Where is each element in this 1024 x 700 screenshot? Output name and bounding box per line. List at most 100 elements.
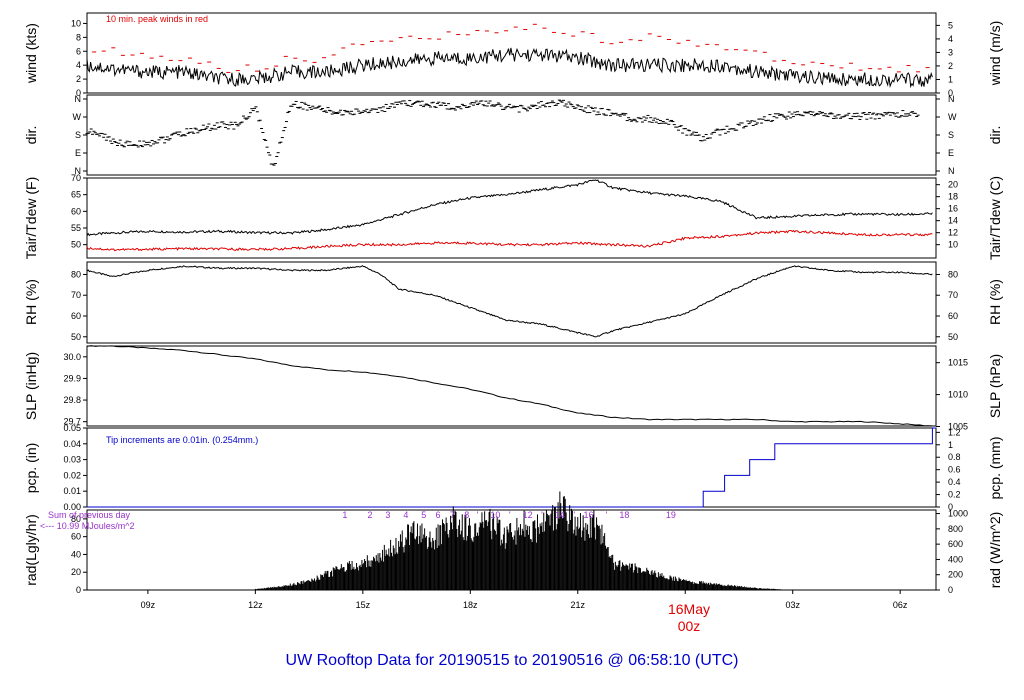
wind-left-tick-label: 6 <box>76 46 81 56</box>
rad-left-tick-label: 80 <box>71 514 81 524</box>
rad-bars <box>254 491 793 590</box>
pcp-left-tick-label: 0.05 <box>63 423 81 433</box>
wind-left-tick-label: 2 <box>76 74 81 84</box>
dir-left-tick-label: S <box>75 130 81 140</box>
pcp-series-pcp <box>87 427 936 508</box>
rh-left-label: RH (%) <box>23 279 39 325</box>
rad-right-tick-label: 0 <box>948 585 953 595</box>
dir-right-tick-label: S <box>948 130 954 140</box>
panel-frames <box>86 12 937 591</box>
pcp-left-tick-label: 0.04 <box>63 439 81 449</box>
wind-left-tick-label: 0 <box>76 88 81 98</box>
temp-left-tick-label: 50 <box>71 240 81 250</box>
wind-series-wind <box>86 47 933 89</box>
x-tick-label: 15z <box>356 600 371 610</box>
temp-right-tick-label: 10 <box>948 240 958 250</box>
slp-right-tick-label: 1005 <box>948 422 968 432</box>
slp-left-tick-label: 29.9 <box>63 373 81 383</box>
rad-hour-marker: 12 <box>523 510 533 520</box>
rh-right-tick-label: 70 <box>948 290 958 300</box>
dir-right-tick-label: N <box>948 166 955 176</box>
slp-right-tick-label: 1010 <box>948 390 968 400</box>
rad-hour-marker: ' <box>477 510 479 520</box>
date-marker-day: 16May <box>668 601 710 617</box>
wind-left-label: wind (kts) <box>23 23 39 84</box>
rad-hour-marker: 3 <box>385 510 390 520</box>
rad-note-line2: <--- 10.99 MJoules/m^2 <box>40 521 135 531</box>
pcp-right-tick-label: 0.4 <box>948 477 961 487</box>
x-axis-ticks: 09z 12z 15z 18z 21z 03z 06z <box>141 590 908 610</box>
pcp-right-tick-label: 0.8 <box>948 452 961 462</box>
rad-hour-marker: ' <box>541 510 543 520</box>
rad-note-line1: Sum of previous day <box>48 510 131 520</box>
pcp-left-tick-label: 0.03 <box>63 455 81 465</box>
pcp-note: Tip increments are 0.01in. (0.254mm.) <box>106 435 258 445</box>
rad-right-tick-label: 200 <box>948 570 963 580</box>
temp-left-tick-label: 60 <box>71 206 81 216</box>
rad-right-tick-label: 1000 <box>948 509 968 519</box>
dir-left-tick-label: N <box>75 166 82 176</box>
rad-hour-marker: ' <box>606 510 608 520</box>
rh-frame <box>86 261 937 344</box>
wind-right-tick-label: 2 <box>948 61 953 71</box>
temp-left-tick-label: 65 <box>71 190 81 200</box>
rh-right-tick-label: 80 <box>948 269 958 279</box>
wind-right-label: wind (m/s) <box>987 21 1003 87</box>
slp-frame <box>86 345 937 427</box>
dir-right-tick-label: N <box>948 94 955 104</box>
dir-right-label: dir. <box>987 126 1003 145</box>
temp-right-tick-label: 18 <box>948 192 958 202</box>
dir-points <box>85 99 920 166</box>
temp-right-tick-label: 14 <box>948 216 958 226</box>
rad-left-label: rad(Lgly/hr) <box>23 514 39 586</box>
x-tick-label: 06z <box>893 600 908 610</box>
rad-left-tick-label: 60 <box>71 532 81 542</box>
pcp-right-tick-label: 0 <box>948 502 953 512</box>
pcp-right-tick-label: 0.2 <box>948 490 961 500</box>
rh-right-tick-label: 60 <box>948 311 958 321</box>
rad-hour-marker: 14 <box>555 510 565 520</box>
temp-right-tick-label: 20 <box>948 180 958 190</box>
slp-left-tick-label: 30.0 <box>63 352 81 362</box>
temp-frame <box>86 177 937 259</box>
wind-note: 10 min. peak winds in red <box>106 14 208 24</box>
dir-left-label: dir. <box>23 126 39 145</box>
wind-right-tick-label: 0 <box>948 88 953 98</box>
wind-left-tick-label: 4 <box>76 60 81 70</box>
dir-frame <box>86 94 937 176</box>
slp-left-tick-label: 29.8 <box>63 395 81 405</box>
rh-left-tick-label: 70 <box>71 290 81 300</box>
figure-title: UW Rooftop Data for 20190515 to 20190516… <box>286 652 739 669</box>
rad-hour-marker: 7 <box>450 510 455 520</box>
rad-hour-marker: 10 <box>490 510 500 520</box>
wind-frame <box>86 12 937 94</box>
wind-right-tick-label: 4 <box>948 34 953 44</box>
rad-hour-marker: 5 <box>421 510 426 520</box>
rh-right-label: RH (%) <box>987 279 1003 325</box>
dir-left-tick-label: W <box>73 112 82 122</box>
rad-right-tick-label: 400 <box>948 554 963 564</box>
y-ticks: 0246810012345NESWNNESWN50556065701012141… <box>63 18 968 595</box>
rad-left-tick-label: 0 <box>76 585 81 595</box>
rh-left-tick-label: 50 <box>71 332 81 342</box>
pcp-left-tick-label: 0.00 <box>63 502 81 512</box>
rad-right-label: rad (W/m^2) <box>987 512 1003 589</box>
temp-series-tdew <box>86 229 933 252</box>
rad-hour-markers: 1 2 3 4 5 6 7 8 ' 10 ' 12 ' 14 ' 16 ' 18 19 <box>342 510 676 520</box>
rad-hour-marker: 4 <box>403 510 408 520</box>
rad-right-tick-label: 800 <box>948 524 963 534</box>
x-tick-label: 21z <box>571 600 586 610</box>
rad-right-tick-label: 600 <box>948 539 963 549</box>
x-tick-label: 18z <box>463 600 478 610</box>
wind-left-tick-label: 10 <box>71 18 81 28</box>
temp-left-tick-label: 55 <box>71 223 81 233</box>
dir-left-tick-label: N <box>75 94 82 104</box>
temp-right-tick-label: 16 <box>948 204 958 214</box>
wind-right-tick-label: 1 <box>948 74 953 84</box>
wind-right-tick-label: 3 <box>948 47 953 57</box>
wind-right-tick-label: 5 <box>948 20 953 30</box>
pcp-right-tick-label: 0.6 <box>948 465 961 475</box>
rad-hour-marker: 2 <box>367 510 372 520</box>
rad-left-tick-label: 40 <box>71 549 81 559</box>
